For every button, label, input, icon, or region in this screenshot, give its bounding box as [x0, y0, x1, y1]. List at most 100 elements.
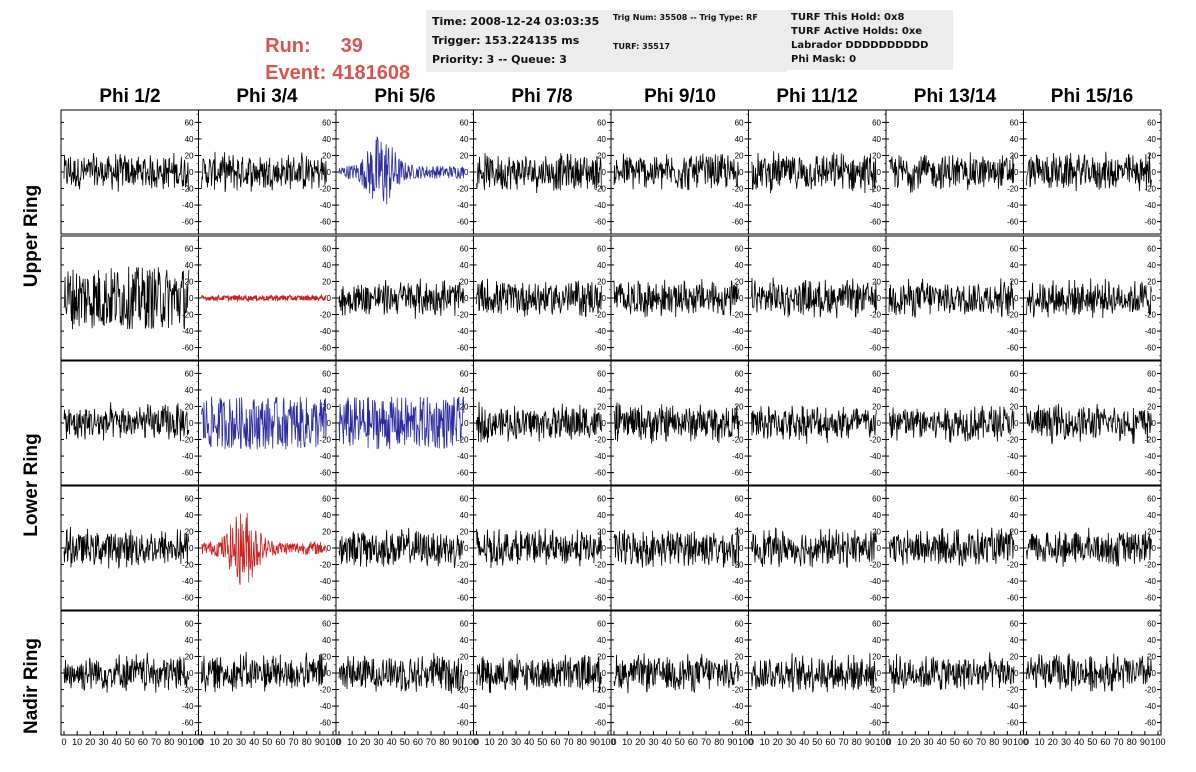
- y-tick-label: -40: [1007, 702, 1019, 711]
- y-tick-label: 0: [189, 168, 194, 177]
- y-tick-label: 40: [322, 511, 331, 520]
- waveform-trace: [888, 405, 1015, 443]
- y-tick-label: -20: [594, 561, 606, 570]
- y-tick-label: 40: [185, 261, 194, 270]
- waveform-panel-r2-c7: -60 -40 -20 0 20 40 60: [1023, 360, 1162, 486]
- y-tick-label: 40: [460, 636, 469, 645]
- waveform-trace: [476, 152, 602, 194]
- waveform-trace: [751, 653, 877, 693]
- y-tick-label: 60: [735, 619, 744, 628]
- y-tick-label: 60: [1010, 619, 1019, 628]
- waveform-trace: [201, 151, 327, 193]
- y-tick-label: -40: [319, 577, 331, 586]
- y-tick-label: 60: [1010, 118, 1019, 127]
- phi-mask-text: Phi Mask: 0: [791, 54, 857, 65]
- y-tick-label: -20: [182, 686, 194, 695]
- y-tick-label: -60: [1007, 594, 1019, 603]
- y-tick-label: -40: [1007, 452, 1019, 461]
- y-tick-label: 0: [877, 294, 882, 303]
- waveform-trace: [338, 652, 465, 694]
- waveform-panel-r1-c5: -60 -40 -20 0 20 40 60: [748, 235, 887, 361]
- y-tick-label: -40: [1007, 201, 1019, 210]
- y-tick-label: 0: [189, 419, 194, 428]
- y-tick-label: -40: [594, 577, 606, 586]
- x-tick-label: 60: [963, 737, 973, 747]
- y-tick-label: -20: [732, 686, 744, 695]
- y-tick-label: 20: [872, 277, 881, 286]
- x-tick-label: 20: [910, 737, 920, 747]
- y-tick-label: -20: [457, 185, 469, 194]
- x-tick-label: 10: [1035, 737, 1045, 747]
- y-tick-label: 0: [1152, 294, 1157, 303]
- y-tick-label: 60: [322, 494, 331, 503]
- y-tick-label: -20: [1007, 686, 1019, 695]
- waveform-panel-r3-c7: -60 -40 -20 0 20 40 60: [1023, 485, 1162, 611]
- waveform-panel-r3-c5: -60 -40 -20 0 20 40 60: [748, 485, 887, 611]
- y-tick-label: 0: [189, 669, 194, 678]
- waveform-trace: [338, 527, 465, 568]
- waveform-panel-r0-c6: -60 -40 -20 0 20 40 60: [885, 109, 1024, 235]
- y-tick-label: 60: [872, 619, 881, 628]
- x-tick-label: 80: [164, 737, 174, 747]
- y-tick-label: 60: [735, 369, 744, 378]
- y-tick-label: 60: [460, 244, 469, 253]
- y-tick-label: -40: [869, 327, 881, 336]
- y-tick-label: -20: [869, 686, 881, 695]
- y-tick-label: -20: [319, 436, 331, 445]
- y-tick-label: -60: [319, 719, 331, 728]
- x-tick-label: 30: [98, 737, 108, 747]
- x-tick-label: 100: [738, 737, 753, 747]
- y-tick-label: 0: [602, 168, 607, 177]
- x-tick-label: 10: [72, 737, 82, 747]
- y-tick-label: 0: [327, 544, 332, 553]
- y-tick-label: -60: [869, 218, 881, 227]
- y-tick-label: -40: [1007, 327, 1019, 336]
- y-tick-label: 60: [1147, 494, 1156, 503]
- x-tick-label: 60: [1100, 737, 1110, 747]
- y-tick-label: 0: [877, 669, 882, 678]
- y-tick-label: 20: [322, 151, 331, 160]
- x-tick-label: 80: [1127, 737, 1137, 747]
- waveform-trace: [1026, 653, 1152, 692]
- y-tick-label: 0: [464, 168, 469, 177]
- x-tick-label: 0: [61, 737, 66, 747]
- x-tick-label: 50: [125, 737, 135, 747]
- y-tick-label: -60: [1007, 469, 1019, 478]
- y-tick-label: 0: [1014, 669, 1019, 678]
- y-tick-label: -60: [457, 469, 469, 478]
- y-tick-label: 60: [322, 244, 331, 253]
- y-tick-label: 40: [322, 636, 331, 645]
- y-tick-label: 0: [1014, 294, 1019, 303]
- y-tick-label: -40: [732, 577, 744, 586]
- x-tick-label: 50: [675, 737, 685, 747]
- y-tick-label: 60: [872, 244, 881, 253]
- x-tick-label: 10: [210, 737, 220, 747]
- y-tick-label: -40: [594, 702, 606, 711]
- y-tick-label: 0: [739, 544, 744, 553]
- y-tick-label: -60: [182, 218, 194, 227]
- y-tick-label: -20: [1144, 185, 1156, 194]
- y-tick-label: 40: [1147, 261, 1156, 270]
- y-tick-label: 40: [872, 261, 881, 270]
- y-tick-label: 60: [460, 369, 469, 378]
- y-tick-label: -60: [1144, 594, 1156, 603]
- y-tick-label: 20: [185, 652, 194, 661]
- y-tick-label: -40: [457, 201, 469, 210]
- waveform-trace: [613, 653, 740, 694]
- x-tick-label: 0: [611, 737, 616, 747]
- y-tick-label: 20: [1147, 277, 1156, 286]
- y-tick-label: -60: [732, 218, 744, 227]
- y-tick-label: 40: [735, 261, 744, 270]
- waveform-panel-r1-c3: -60 -40 -20 0 20 40 60: [473, 235, 612, 361]
- waveform-panel-r1-c6: -60 -40 -20 0 20 40 60: [885, 235, 1024, 361]
- x-tick-label: 0: [474, 737, 479, 747]
- x-tick-label: 30: [648, 737, 658, 747]
- x-tick-label: 50: [1087, 737, 1097, 747]
- y-tick-label: 20: [460, 652, 469, 661]
- y-tick-label: 40: [735, 511, 744, 520]
- waveform-trace: [63, 526, 190, 570]
- x-tick-label: 20: [85, 737, 95, 747]
- x-tick-label: 100: [1013, 737, 1028, 747]
- x-tick-label: 10: [485, 737, 495, 747]
- y-tick-label: 20: [322, 402, 331, 411]
